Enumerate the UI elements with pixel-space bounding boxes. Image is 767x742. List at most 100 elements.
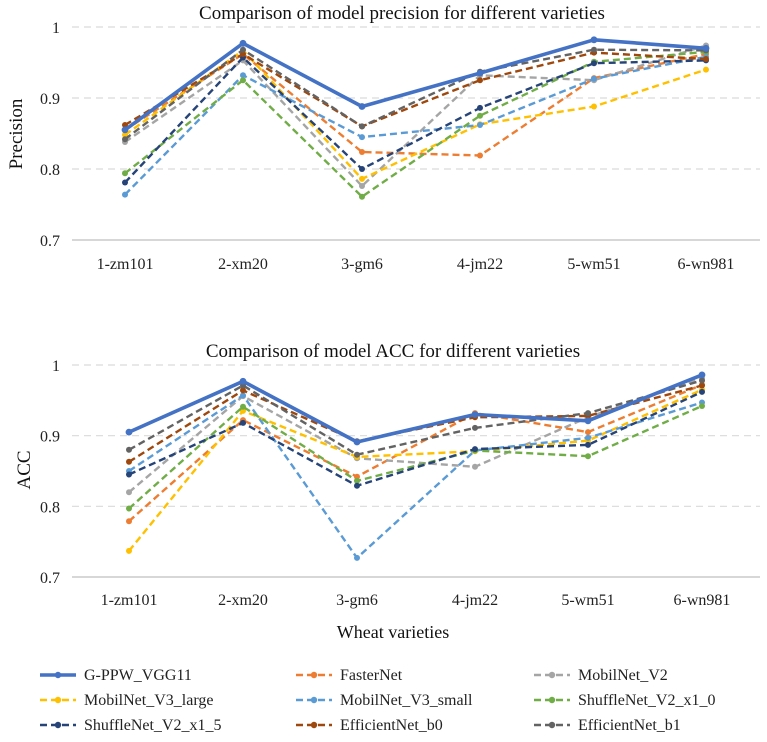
- data-point: [471, 411, 479, 418]
- data-point: [584, 417, 592, 425]
- data-point: [703, 66, 709, 73]
- legend-label: MobilNet_V2: [578, 667, 668, 684]
- data-point: [359, 183, 365, 189]
- y-tick-label: 0.9: [40, 91, 60, 108]
- acc-x-ticks: 1-zm101 2-xm20 3-gm6 4-jm22 5-wm51 6-wn981: [101, 592, 731, 609]
- series-line: [128, 383, 703, 523]
- y-tick-label: 0.9: [40, 429, 60, 446]
- data-point: [702, 44, 710, 52]
- x-tick-label: 4-jm22: [457, 256, 503, 273]
- legend-item: MobilNet_V3_small: [296, 692, 473, 709]
- data-point: [699, 403, 705, 409]
- data-point: [585, 410, 591, 417]
- series-line: [128, 373, 703, 444]
- data-point: [126, 489, 132, 496]
- legend-label: MobilNet_V3_large: [84, 692, 213, 709]
- y-tick-label: 1: [52, 358, 60, 375]
- legend: G-PPW_VGG11 FasterNet MobilNet_V2 MobilNet_…: [40, 667, 715, 734]
- x-tick-label: 3-gm6: [341, 256, 383, 273]
- series-line: [128, 379, 703, 456]
- acc-gridlines: [72, 364, 760, 578]
- precision-gridlines: [72, 26, 760, 241]
- series-line: [124, 56, 707, 184]
- legend-swatch-marker: [54, 671, 62, 679]
- series-line: [123, 37, 707, 132]
- series-fasternet: [126, 381, 705, 525]
- data-point: [477, 112, 483, 119]
- data-point: [240, 403, 246, 410]
- x-tick-label: 5-wm51: [567, 256, 620, 273]
- series-g-ppw-vgg11: [121, 36, 710, 134]
- series-efficientnet-b1: [122, 46, 709, 143]
- data-point: [239, 39, 247, 47]
- data-point: [239, 377, 247, 385]
- data-point: [354, 482, 360, 489]
- data-point: [354, 477, 360, 484]
- legend-swatch-marker: [310, 721, 318, 729]
- y-tick-label: 0.7: [40, 233, 60, 250]
- series-line: [124, 49, 707, 181]
- series-line: [128, 404, 703, 510]
- precision-chart-title: Comparison of model precision for differ…: [199, 3, 605, 24]
- series-mobilnet-v3-small: [126, 392, 705, 561]
- legend-item: MobilNet_V2: [534, 667, 668, 684]
- series-line: [128, 384, 703, 463]
- data-point: [126, 446, 132, 453]
- data-point: [359, 123, 365, 130]
- precision-x-ticks: 1-zm101 2-xm20 3-gm6 4-jm22 5-wm51 6-wn981: [97, 256, 735, 273]
- acc-y-ticks: 0.7 0.8 0.9 1: [40, 358, 60, 587]
- data-point: [354, 451, 360, 458]
- x-tick-label: 1-zm101: [101, 592, 158, 609]
- acc-chart: Comparison of model ACC for different va…: [14, 341, 760, 642]
- acc-y-axis-label: ACC: [14, 450, 35, 489]
- legend-swatch-marker: [548, 721, 556, 729]
- data-point: [359, 149, 365, 155]
- data-point: [126, 458, 132, 465]
- data-point: [699, 388, 705, 395]
- precision-y-axis-label: Precision: [6, 98, 27, 169]
- data-point: [121, 126, 129, 134]
- data-point: [591, 46, 597, 53]
- data-point: [125, 428, 133, 436]
- x-tick-label: 2-xm20: [218, 592, 268, 609]
- legend-label: EfficientNet_b0: [340, 717, 443, 734]
- legend-item: G-PPW_VGG11: [40, 667, 192, 684]
- series-line: [124, 48, 707, 141]
- x-tick-label: 6-wn981: [678, 256, 735, 273]
- data-point: [477, 152, 483, 159]
- data-point: [477, 122, 483, 128]
- legend-swatch-marker: [54, 696, 62, 704]
- data-point: [122, 191, 128, 198]
- precision-y-ticks: 0.7 0.8 0.9 1: [40, 20, 60, 250]
- data-point: [477, 104, 483, 111]
- data-point: [698, 371, 706, 379]
- precision-series: [121, 36, 710, 200]
- data-point: [472, 424, 478, 431]
- series-shufflenet-v2-x1-5: [126, 388, 705, 489]
- legend-item: ShuffleNet_V2_x1_5: [40, 717, 221, 734]
- data-point: [359, 166, 365, 172]
- x-tick-label: 1-zm101: [97, 256, 154, 273]
- y-tick-label: 0.8: [40, 162, 60, 179]
- legend-label: MobilNet_V3_small: [340, 692, 473, 709]
- series-g-ppw-vgg11: [125, 371, 706, 446]
- x-tick-label: 4-jm22: [452, 592, 498, 609]
- acc-x-axis-label: Wheat varieties: [337, 622, 449, 642]
- acc-chart-title: Comparison of model ACC for different va…: [206, 341, 580, 362]
- legend-item: MobilNet_V3_large: [40, 692, 213, 709]
- data-point: [354, 554, 360, 561]
- legend-item: EfficientNet_b1: [534, 717, 681, 734]
- legend-swatch-marker: [548, 696, 556, 704]
- series-mobilnet-v2: [122, 42, 709, 189]
- data-point: [122, 131, 128, 138]
- legend-item: EfficientNet_b0: [296, 717, 443, 734]
- data-point: [240, 51, 246, 57]
- data-point: [354, 473, 360, 480]
- y-tick-label: 0.8: [40, 499, 60, 516]
- data-point: [472, 446, 478, 453]
- data-point: [240, 419, 246, 426]
- x-tick-label: 5-wm51: [561, 592, 614, 609]
- data-point: [126, 505, 132, 512]
- legend-swatch-marker: [548, 671, 556, 679]
- data-point: [122, 170, 128, 177]
